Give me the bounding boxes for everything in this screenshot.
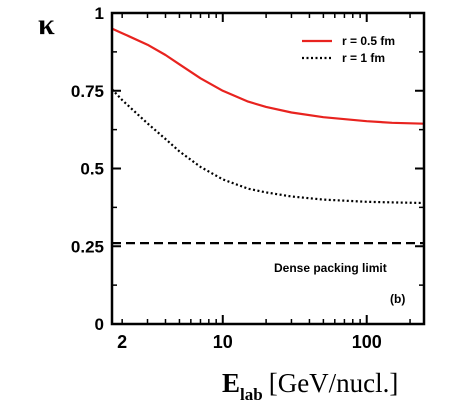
y-tick-labels: 0 0.25 0.5 0.75 1 [71, 4, 104, 334]
x-tick-label-2: 100 [352, 332, 382, 352]
x-axis-label-main: E [222, 368, 240, 398]
x-axis-label-unit: [GeV/nucl.] [269, 368, 399, 398]
legend-label-r1: r = 1 fm [342, 51, 385, 65]
x-tick-label-1: 10 [213, 332, 233, 352]
dense-packing-label: Dense packing limit [274, 261, 387, 275]
y-tick-label-4: 1 [95, 4, 104, 23]
y-tick-label-3: 0.75 [71, 82, 104, 101]
x-tick-labels: 2 10 100 [117, 332, 382, 352]
legend-label-r05: r = 0.5 fm [342, 34, 395, 48]
series-line-0 [111, 27, 425, 125]
y-tick-label-0: 0 [95, 315, 104, 334]
y-axis-label: κ [38, 8, 55, 41]
x-axis-label: Elab [GeV/nucl.] [222, 368, 398, 404]
panel-label: (b) [390, 292, 405, 306]
y-tick-label-1: 0.25 [71, 237, 104, 256]
plot-frame [110, 11, 426, 326]
x-axis-label-sub: lab [240, 385, 263, 404]
series-lines [111, 27, 425, 245]
x-tick-label-0: 2 [117, 332, 127, 352]
legend: r = 0.5 fm r = 1 fm [302, 34, 395, 65]
y-tick-label-2: 0.5 [80, 160, 104, 179]
